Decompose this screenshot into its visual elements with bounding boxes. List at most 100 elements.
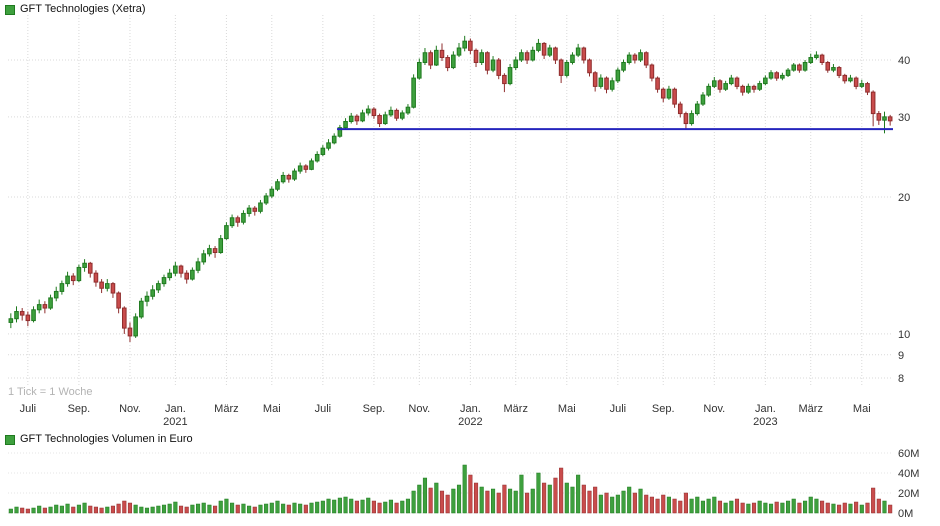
volume-bar (797, 502, 802, 514)
volume-bar (814, 498, 819, 514)
volume-bar (462, 464, 467, 514)
candle-body (314, 153, 320, 162)
candle-body (473, 49, 479, 63)
volume-bar (644, 494, 649, 514)
volume-bar (315, 501, 320, 514)
volume-axis-label: 20M (898, 488, 919, 500)
volume-bar (876, 498, 881, 514)
volume-axis-label: 0M (898, 508, 913, 520)
volume-bar (405, 498, 411, 514)
candle-body (173, 265, 178, 274)
candle-body (746, 85, 751, 93)
candle-body (882, 116, 887, 121)
candle-body (649, 64, 655, 79)
candle-body (150, 289, 155, 297)
x-axis-month-label: Sep. (652, 403, 675, 415)
candle-body (785, 69, 791, 76)
candle-body (354, 115, 360, 122)
candle-body (530, 49, 536, 61)
candle-body (677, 103, 683, 115)
volume-bar (173, 501, 178, 514)
candle-body (479, 52, 485, 63)
candle-body (133, 316, 138, 337)
volume-bar (763, 502, 768, 514)
candle-body (700, 94, 706, 105)
candle-body (825, 61, 831, 71)
volume-bar (31, 507, 36, 514)
volume-series-legend: GFT Technologies Volumen in Euro (5, 434, 193, 445)
volume-bar (190, 504, 195, 514)
volume-bar (82, 502, 87, 514)
candle-body (558, 59, 564, 76)
volume-bar (661, 494, 666, 514)
candle-body (263, 195, 269, 204)
candle-body (286, 174, 292, 180)
volume-bar (519, 474, 524, 514)
candle-body (212, 248, 218, 254)
candle-body (666, 88, 672, 99)
volume-bar (723, 502, 728, 514)
volume-bar (746, 503, 751, 514)
candle-body (831, 67, 836, 71)
candle-body (524, 52, 530, 61)
x-axis-month-label: März (504, 403, 528, 415)
volume-bar (581, 484, 586, 514)
volume-bar (275, 500, 280, 514)
x-axis-month-label: März (214, 403, 238, 415)
x-axis-month-label: Nov. (408, 403, 430, 415)
candle-body (309, 160, 314, 170)
candle-body (269, 188, 275, 197)
candle-body (156, 283, 161, 291)
volume-bar (542, 482, 547, 514)
volume-bar (700, 500, 706, 514)
candle-body (104, 283, 110, 289)
candle-body (14, 311, 19, 320)
volume-bar (712, 496, 717, 514)
volume-bar (803, 500, 808, 514)
candle-body (201, 253, 207, 263)
volume-bar (871, 487, 876, 514)
candle-body (8, 318, 14, 323)
volume-bar (20, 507, 25, 514)
candle-body (53, 290, 59, 299)
volume-bar (445, 494, 450, 514)
x-axis-year-label: 2023 (753, 416, 777, 428)
volume-bar (882, 500, 887, 514)
candle-body (348, 115, 354, 123)
candle-body (604, 77, 609, 90)
volume-bar (230, 502, 235, 514)
volume-bar (530, 488, 535, 514)
volume-bar (627, 486, 632, 514)
candle-body (859, 83, 865, 87)
candle-body (711, 80, 717, 87)
candle-body (280, 174, 286, 183)
candle-body (235, 217, 241, 223)
candle-body (660, 88, 666, 99)
candle-body (814, 54, 819, 59)
volume-bar (428, 487, 433, 514)
candle-body (76, 266, 82, 282)
candle-body (626, 54, 632, 63)
candle-body (570, 54, 575, 63)
volume-bar (598, 494, 603, 514)
candle-body (536, 42, 541, 51)
volume-bar (740, 502, 745, 514)
candle-body (224, 225, 229, 240)
volume-bar (332, 499, 337, 514)
candle-body (598, 77, 604, 87)
candle-body (139, 300, 144, 318)
volume-bar (224, 498, 229, 514)
candle-body (116, 292, 121, 309)
volume-bar (161, 504, 167, 514)
x-axis-month-label: Juli (315, 403, 332, 415)
candles (8, 35, 893, 343)
volume-bar (54, 504, 59, 514)
candle-body (388, 109, 394, 116)
volume-bar (241, 503, 246, 514)
candle-body (360, 112, 365, 122)
volume-bar (638, 488, 643, 514)
candle-body (59, 283, 65, 292)
volume-bar (757, 500, 762, 514)
volume-bar (59, 505, 64, 514)
